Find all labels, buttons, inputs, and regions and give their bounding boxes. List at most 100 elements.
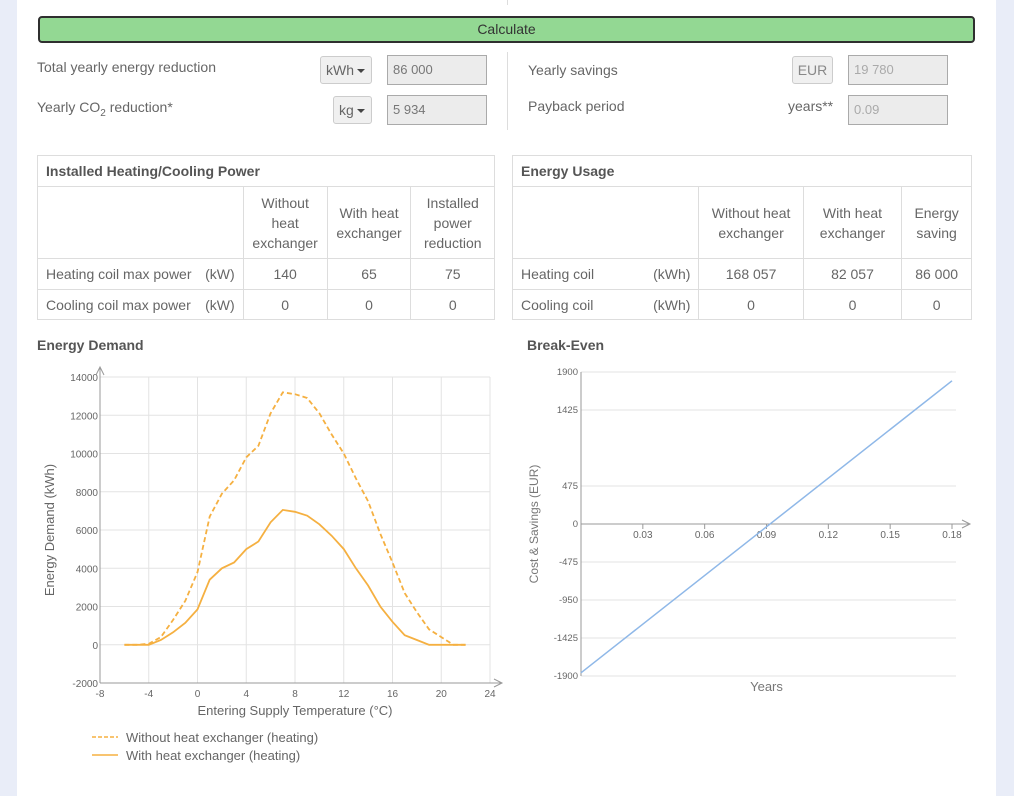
table-cell: 0 [326,289,412,320]
usage-table-caption: Energy Usage [512,155,972,187]
y-tick-label: -2000 [72,679,98,690]
x-tick-label: 16 [387,689,399,700]
x-tick-label: 4 [243,689,249,700]
y-tick-label: 0 [573,519,578,530]
table-row: Cooling coil max power (kW) 0 0 0 [37,289,495,320]
chevron-down-icon [356,109,365,114]
break-even-title: Break-Even [527,337,605,353]
table-row: Heating coil max power (kW) 140 65 75 [37,258,495,290]
x-axis-label: Years [750,679,783,694]
x-tick-label: 0.18 [942,530,962,541]
table-cell: 168 057 [698,258,804,290]
x-tick-label: 0.12 [819,530,839,541]
content-panel [17,0,996,796]
row-unit: (kWh) [653,296,691,313]
y-tick-label: -475 [559,557,578,568]
chevron-down-icon [357,69,365,74]
table-cell: 65 [326,258,412,290]
table-cell: 0 [410,289,495,320]
energy-reduction-label: Total yearly energy reduction [37,59,216,75]
x-tick-label: 0.15 [880,530,900,541]
energy-demand-chart: -8 -4 0 4 8 12 16 20 24 -2000 0 2000 4000 6000 8000 100… [42,365,504,763]
power-header-reduction: Installed power reduction [410,186,495,259]
usage-header-without: Without heat exchanger [698,186,804,259]
co2-unit-value: kg [339,102,354,118]
y-tick-label: 1900 [557,367,578,378]
y-tick-label: 10000 [70,450,98,461]
table-cell: 0 [802,289,903,320]
y-tick-label: 1425 [557,405,578,416]
legend-label: Without heat exchanger (heating) [126,730,318,745]
usage-header-saving: Energy saving [901,186,972,259]
y-tick-label: 2000 [76,603,99,614]
x-tick-label: 0 [195,689,201,700]
y-tick-label: 4000 [76,564,99,575]
series-line-0 [124,391,466,646]
row-unit: (kW) [205,296,235,313]
usage-table-corner [511,186,700,259]
x-tick-label: 12 [338,689,350,700]
y-tick-label: -1900 [554,671,578,682]
y-tick-label: -950 [559,595,578,606]
y-axis-label: Energy Demand (kWh) [42,464,57,596]
y-tick-label: 14000 [70,373,98,384]
table-row: Cooling coil (kWh) 0 0 0 [511,289,972,320]
power-table: Installed Heating/Cooling Power Without … [37,155,495,320]
x-tick-label: 20 [436,689,448,700]
x-tick-label: -8 [96,689,105,700]
power-header-without: Without heat exchanger [242,186,328,259]
x-axis-label: Entering Supply Temperature (°C) [198,703,393,718]
energy-unit-value: kWh [326,62,354,78]
power-header-with: With heat exchanger [326,186,412,259]
table-cell: 140 [242,258,328,290]
co2-reduction-label: Yearly CO2 reduction* [37,99,173,119]
y-tick-label: 6000 [76,526,99,537]
usage-header-with: With heat exchanger [802,186,903,259]
table-cell: 86 000 [901,258,972,290]
energy-unit-dropdown[interactable]: kWh [320,56,372,84]
x-axis-arrow [493,678,504,688]
row-label: Cooling coil [521,296,594,313]
column-divider-top [507,0,508,5]
energy-demand-title: Energy Demand [37,337,144,353]
payback-field[interactable]: 0.09 [848,95,948,125]
x-tick-label: 24 [484,689,496,700]
series-line-0 [580,380,953,674]
savings-label: Yearly savings [528,62,618,78]
table-cell: 75 [410,258,495,290]
x-tick-label: -4 [144,689,153,700]
row-unit: (kWh) [653,266,691,282]
power-table-corner [37,186,244,259]
table-cell: 0 [901,289,972,320]
co2-reduction-field[interactable]: 5 934 [387,95,487,125]
usage-table: Energy Usage Without heat exchanger With… [511,155,972,320]
y-axis-arrow [95,365,105,376]
legend-label: With heat exchanger (heating) [126,748,300,763]
y-axis-label: Cost & Savings (EUR) [527,465,541,584]
series-line-1 [124,508,466,646]
x-tick-label: 0.09 [757,530,777,541]
calculate-button[interactable]: Calculate [38,16,975,43]
y-tick-label: -1425 [554,633,578,644]
y-tick-label: 475 [562,481,578,492]
table-row: Heating coil (kWh) 168 057 82 057 86 000 [511,258,972,290]
y-tick-label: 12000 [70,411,98,422]
x-tick-label: 0.06 [695,530,715,541]
table-cell: 0 [698,289,804,320]
savings-field[interactable]: 19 780 [848,55,948,85]
energy-reduction-field[interactable]: 86 000 [387,55,487,85]
y-tick-label: 8000 [76,488,99,499]
payback-unit: years** [788,98,834,114]
table-cell: 82 057 [802,258,903,290]
x-axis-arrow [961,519,972,529]
x-tick-label: 0.03 [633,530,653,541]
x-tick-label: 8 [292,689,298,700]
co2-unit-dropdown[interactable]: kg [333,96,372,124]
row-label: Cooling coil max power [46,296,191,313]
row-unit: (kW) [205,266,235,282]
row-label: Heating coil [521,266,595,282]
table-cell: 0 [242,289,328,320]
row-label: Heating coil max power [46,266,192,282]
power-table-caption: Installed Heating/Cooling Power [37,155,495,187]
y-tick-label: 0 [92,641,98,652]
